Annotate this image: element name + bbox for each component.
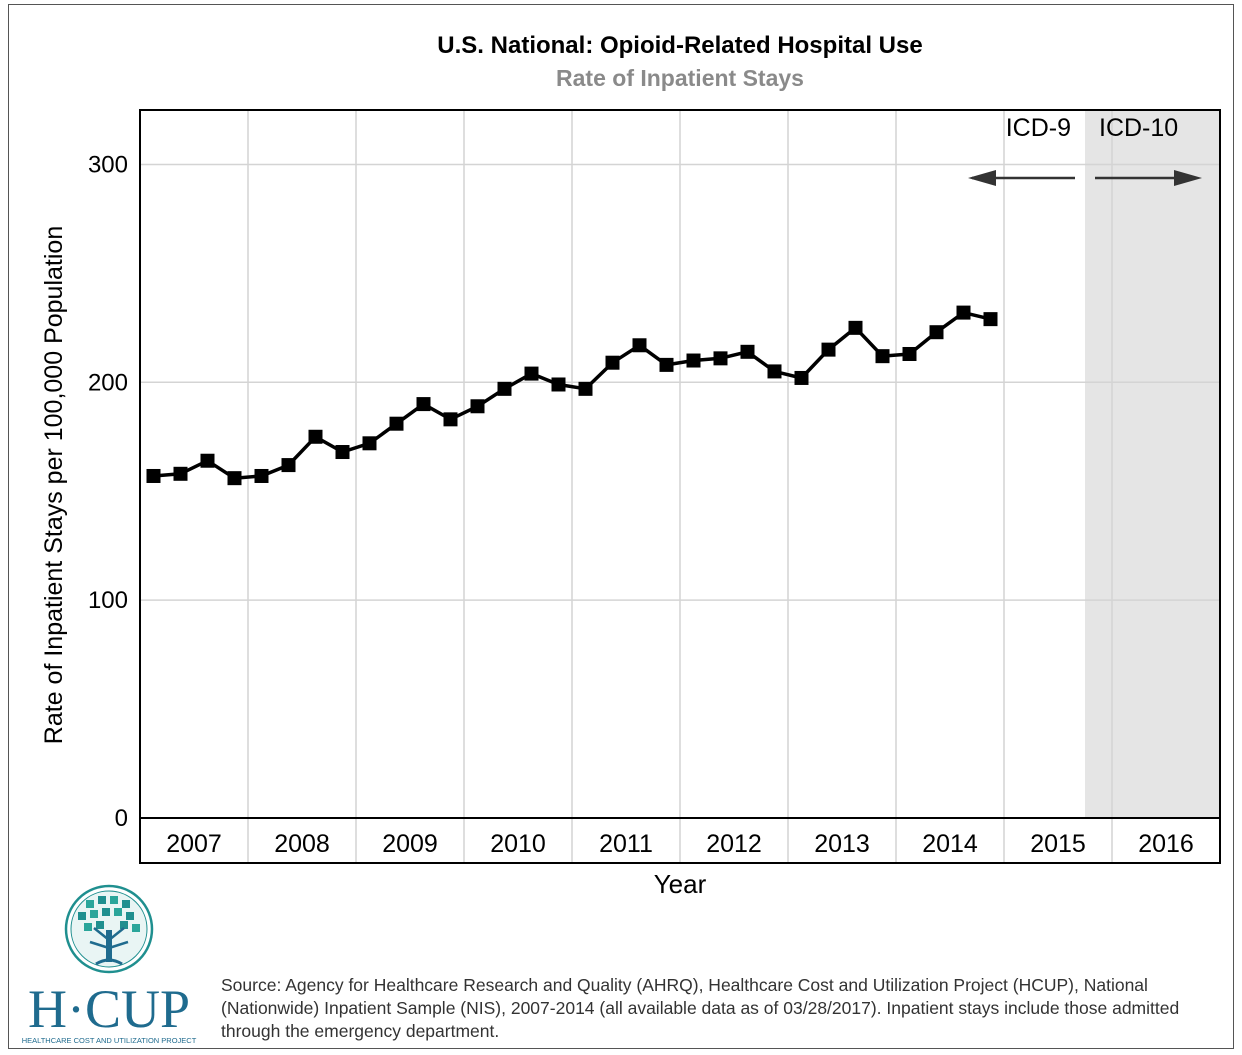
data-point [146, 468, 161, 483]
data-point [497, 381, 512, 396]
y-tick-label: 200 [88, 369, 128, 396]
data-point [362, 436, 377, 451]
data-point [254, 468, 269, 483]
x-tick-label: 2010 [490, 830, 546, 858]
icd10-label: ICD-10 [1099, 114, 1178, 142]
data-point [578, 381, 593, 396]
x-tick-label: 2013 [814, 830, 870, 858]
data-point [416, 397, 431, 412]
data-point [740, 344, 755, 359]
data-point [281, 458, 296, 473]
data-point [605, 355, 620, 370]
data-point [443, 412, 458, 427]
hcup-logo-text: H·CUP [28, 979, 190, 1039]
icd10-arrowhead [1174, 170, 1202, 186]
data-point [956, 305, 971, 320]
data-point [632, 338, 647, 353]
x-tick-label: 2014 [922, 830, 978, 858]
icd9-arrowhead [968, 170, 996, 186]
data-point [929, 325, 944, 340]
data-point [551, 377, 566, 392]
x-axis-label: Year [654, 869, 707, 899]
y-tick-label: 0 [115, 805, 128, 832]
data-point [821, 342, 836, 357]
icd9-label: ICD-9 [1006, 114, 1071, 142]
data-point [227, 471, 242, 486]
plot-area: 0 100 200 300 2007 2008 2009 2010 2011 2012 2013 20… [88, 109, 1221, 864]
data-point [659, 357, 674, 372]
chart-subtitle: Rate of Inpatient Stays [556, 65, 804, 91]
data-point [470, 399, 485, 414]
y-tick-label: 300 [88, 151, 128, 178]
data-point [173, 466, 188, 481]
data-point [902, 346, 917, 361]
x-tick-label: 2012 [706, 830, 762, 858]
data-point [875, 349, 890, 364]
data-point [794, 370, 809, 385]
x-tick-label: 2016 [1138, 830, 1194, 858]
y-axis-label: Rate of Inpatient Stays per 100,000 Popu… [40, 226, 68, 744]
year-band [139, 817, 1221, 864]
data-point [308, 429, 323, 444]
x-tick-label: 2009 [382, 830, 438, 858]
data-point [686, 353, 701, 368]
x-tick-label: 2015 [1030, 830, 1086, 858]
data-point [200, 453, 215, 468]
y-tick-label: 100 [88, 587, 128, 614]
chart-title: U.S. National: Opioid-Related Hospital U… [437, 32, 922, 59]
data-point [767, 364, 782, 379]
data-point [983, 312, 998, 327]
chart-frame [8, 4, 1234, 1049]
data-point [713, 351, 728, 366]
x-tick-label: 2011 [599, 830, 653, 858]
hcup-logo: H·CUP HEALTHCARE COST AND UTILIZATION PR… [14, 882, 204, 1047]
data-point [524, 366, 539, 381]
data-point [335, 445, 350, 460]
icd10-shaded-region [1085, 110, 1220, 818]
source-note: Source: Agency for Healthcare Research a… [221, 975, 1180, 1041]
data-point [389, 416, 404, 431]
data-point [848, 320, 863, 335]
x-tick-label: 2007 [166, 830, 222, 858]
x-tick-label: 2008 [274, 830, 330, 858]
hcup-logo-tagline: HEALTHCARE COST AND UTILIZATION PROJECT [22, 1036, 197, 1045]
